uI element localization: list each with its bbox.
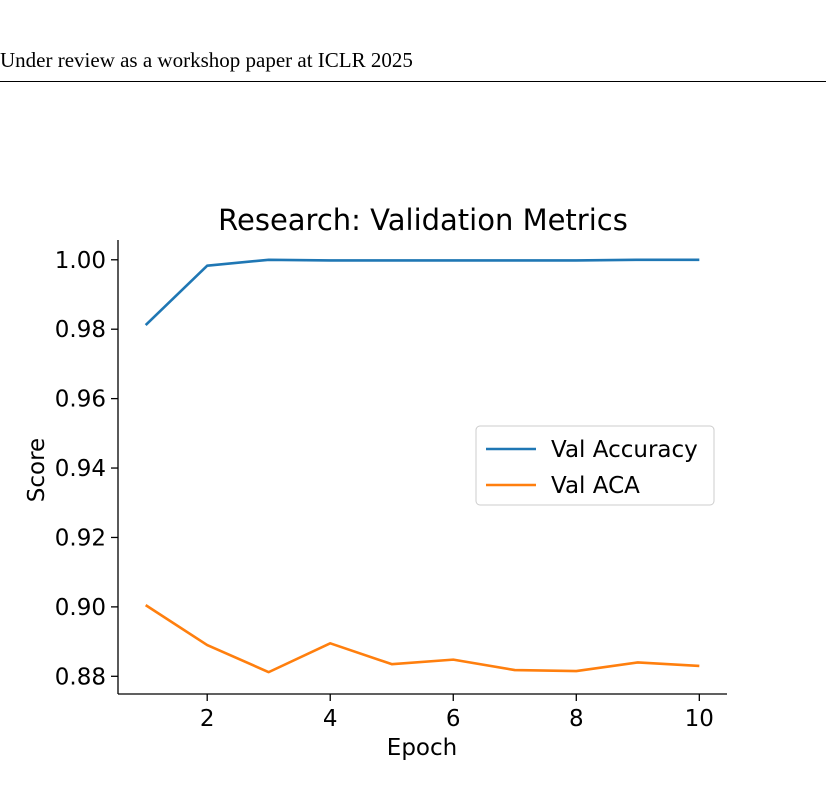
x-tick-label: 6 bbox=[446, 706, 461, 732]
x-tick-label: 2 bbox=[200, 706, 215, 732]
y-tick-label: 0.88 bbox=[55, 664, 106, 690]
y-tick-label: 0.92 bbox=[55, 525, 106, 551]
y-tick-label: 0.98 bbox=[55, 317, 106, 343]
x-tick-label: 8 bbox=[569, 706, 584, 732]
axes-layer bbox=[117, 240, 727, 695]
y-tick-label: 0.90 bbox=[55, 595, 106, 621]
y-tick-label: 1.00 bbox=[55, 248, 106, 274]
series-layer bbox=[144, 258, 700, 674]
series-line-2 bbox=[144, 604, 700, 674]
y-axis-title: Score bbox=[24, 438, 50, 502]
chart-title: Research: Validation Metrics bbox=[218, 203, 628, 237]
y-tick-label: 0.96 bbox=[55, 387, 106, 413]
series-line-1 bbox=[144, 258, 700, 326]
legend-label-2: Val ACA bbox=[551, 473, 640, 499]
x-axis-title: Epoch bbox=[387, 735, 457, 761]
x-tick-label: 4 bbox=[323, 706, 338, 732]
y-tick-label: 0.94 bbox=[55, 456, 106, 482]
legend-label-1: Val Accuracy bbox=[551, 437, 698, 463]
page-header: Under review as a workshop paper at ICLR… bbox=[0, 48, 413, 72]
ticks-layer: 2 4 6 8 10 0.88 0.90 0.92 0.94 0.96 0.98 1.00 bbox=[55, 248, 714, 732]
x-tick-label: 10 bbox=[685, 706, 714, 732]
header-rule bbox=[0, 81, 826, 82]
legend: Val Accuracy Val ACA bbox=[475, 425, 715, 506]
